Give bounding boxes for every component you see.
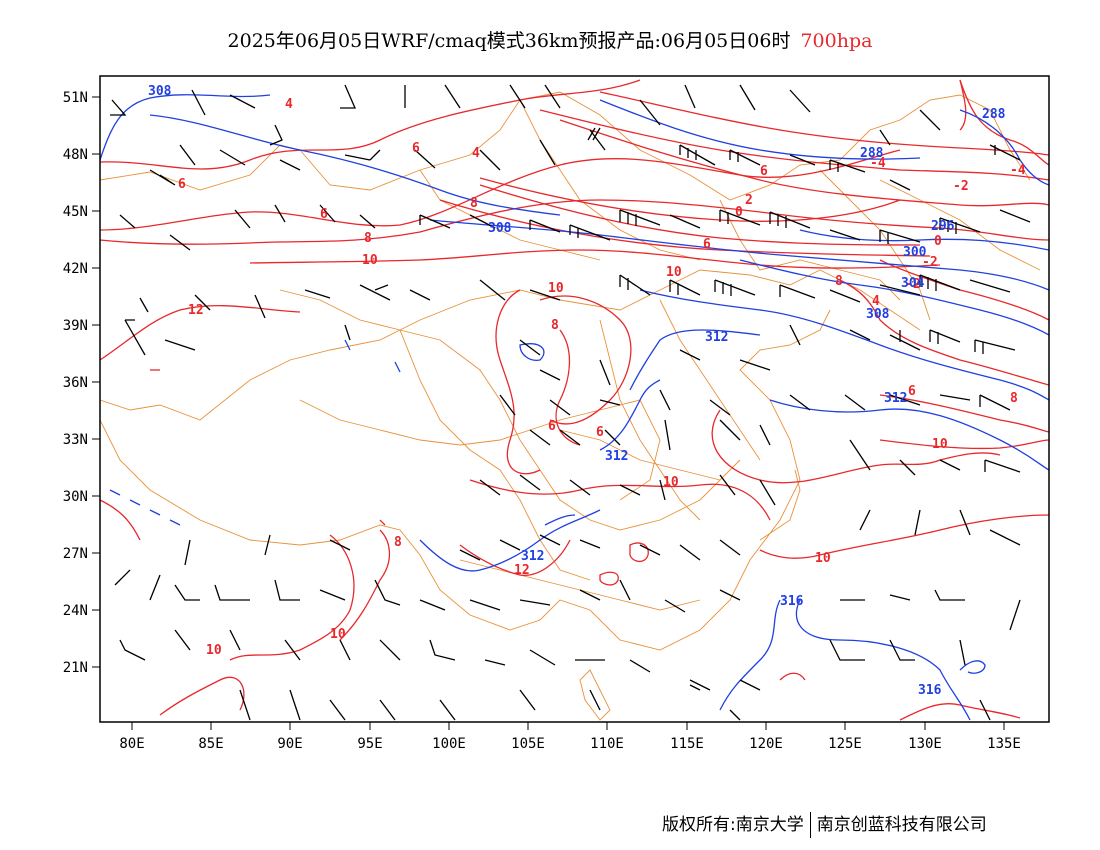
footer: 版权所有:南京大学 南京创蓝科技有限公司	[662, 810, 987, 838]
company-text: 南京创蓝科技有限公司	[816, 815, 987, 835]
axis-ticks	[92, 96, 1005, 730]
svg-text:10: 10	[206, 643, 222, 658]
footer-separator	[809, 812, 811, 838]
map-title: 2025年06月05日WRF/cmaq模式36km预报产品:06月05日06时 7…	[0, 26, 1100, 53]
svg-text:10: 10	[815, 551, 831, 566]
svg-text:125E: 125E	[828, 736, 862, 752]
svg-text:27N: 27N	[63, 546, 88, 562]
copyright-text: 版权所有:南京大学	[662, 815, 804, 835]
svg-text:100E: 100E	[432, 736, 466, 752]
wind-barbs	[110, 84, 1031, 721]
svg-text:10: 10	[330, 627, 346, 642]
svg-text:10: 10	[548, 281, 564, 296]
svg-text:312: 312	[884, 391, 907, 406]
svg-text:48N: 48N	[63, 147, 88, 163]
svg-text:8: 8	[835, 274, 843, 289]
svg-text:6: 6	[703, 237, 711, 252]
svg-text:21N: 21N	[63, 660, 88, 676]
title-level: 700hpa	[800, 30, 873, 52]
svg-text:312: 312	[705, 330, 728, 345]
svg-text:6: 6	[320, 207, 328, 222]
svg-text:51N: 51N	[63, 90, 88, 106]
svg-text:10: 10	[663, 475, 679, 490]
svg-text:308: 308	[866, 307, 890, 322]
svg-text:8: 8	[1010, 391, 1018, 406]
svg-text:6: 6	[760, 164, 768, 179]
svg-text:8: 8	[551, 318, 559, 333]
svg-text:-2: -2	[953, 179, 969, 194]
svg-text:-4: -4	[1010, 163, 1026, 178]
svg-text:2: 2	[745, 193, 753, 208]
svg-text:130E: 130E	[908, 736, 942, 752]
svg-text:316: 316	[918, 683, 942, 698]
svg-text:8: 8	[394, 535, 402, 550]
temperature-labels: 4 6 4 6 2 0 -4 -2 -4 6 8 6 8 10 10 0 -2 …	[178, 97, 1026, 658]
svg-text:300: 300	[903, 245, 927, 260]
svg-text:0: 0	[735, 205, 743, 220]
svg-text:85E: 85E	[198, 736, 223, 752]
svg-text:42N: 42N	[63, 261, 88, 277]
svg-text:39N: 39N	[63, 318, 88, 334]
svg-text:36N: 36N	[63, 375, 88, 391]
svg-text:6: 6	[412, 141, 420, 156]
height-labels: 308 288 288 308 296 300 304 308 312 312 …	[148, 84, 1006, 698]
svg-text:0: 0	[934, 234, 942, 249]
svg-text:10: 10	[362, 253, 378, 268]
svg-text:312: 312	[521, 549, 544, 564]
svg-text:95E: 95E	[357, 736, 382, 752]
svg-text:12: 12	[514, 563, 530, 578]
svg-text:6: 6	[596, 425, 604, 440]
province-borders	[100, 91, 1041, 721]
svg-text:115E: 115E	[670, 736, 704, 752]
latitude-labels: 51N 48N 45N 42N 39N 36N 33N 30N 27N 24N …	[63, 90, 88, 676]
longitude-labels: 80E 85E 90E 95E 100E 105E 110E 115E 120E…	[119, 736, 1021, 752]
svg-text:30N: 30N	[63, 489, 88, 505]
svg-text:120E: 120E	[749, 736, 783, 752]
svg-text:304: 304	[901, 276, 925, 291]
svg-text:8: 8	[470, 196, 478, 211]
svg-text:4: 4	[472, 146, 480, 161]
svg-text:33N: 33N	[63, 432, 88, 448]
svg-text:4: 4	[285, 97, 293, 112]
svg-text:105E: 105E	[511, 736, 545, 752]
svg-text:-2: -2	[905, 277, 921, 292]
svg-text:10: 10	[666, 265, 682, 280]
svg-text:-2: -2	[922, 255, 938, 270]
height-contours	[100, 94, 1049, 721]
svg-text:296: 296	[931, 219, 955, 234]
svg-text:312: 312	[605, 449, 628, 464]
svg-text:45N: 45N	[63, 204, 88, 220]
svg-text:8: 8	[364, 231, 372, 246]
svg-text:316: 316	[780, 594, 804, 609]
svg-text:308: 308	[148, 84, 172, 99]
svg-text:24N: 24N	[63, 603, 88, 619]
svg-text:-4: -4	[870, 156, 886, 171]
svg-text:10: 10	[932, 437, 948, 452]
svg-text:6: 6	[178, 177, 186, 192]
plot-frame	[99, 75, 1050, 723]
svg-text:6: 6	[548, 419, 556, 434]
svg-text:90E: 90E	[277, 736, 302, 752]
svg-text:4: 4	[872, 294, 880, 309]
title-main: 2025年06月05日WRF/cmaq模式36km预报产品:06月05日06时	[227, 30, 791, 52]
temperature-contours	[100, 79, 1049, 721]
svg-text:6: 6	[908, 384, 916, 399]
svg-text:12: 12	[188, 303, 204, 318]
svg-text:308: 308	[488, 221, 512, 236]
svg-text:80E: 80E	[119, 736, 144, 752]
svg-text:288: 288	[982, 107, 1006, 122]
svg-text:288: 288	[860, 146, 884, 161]
svg-text:110E: 110E	[590, 736, 624, 752]
svg-text:135E: 135E	[987, 736, 1021, 752]
